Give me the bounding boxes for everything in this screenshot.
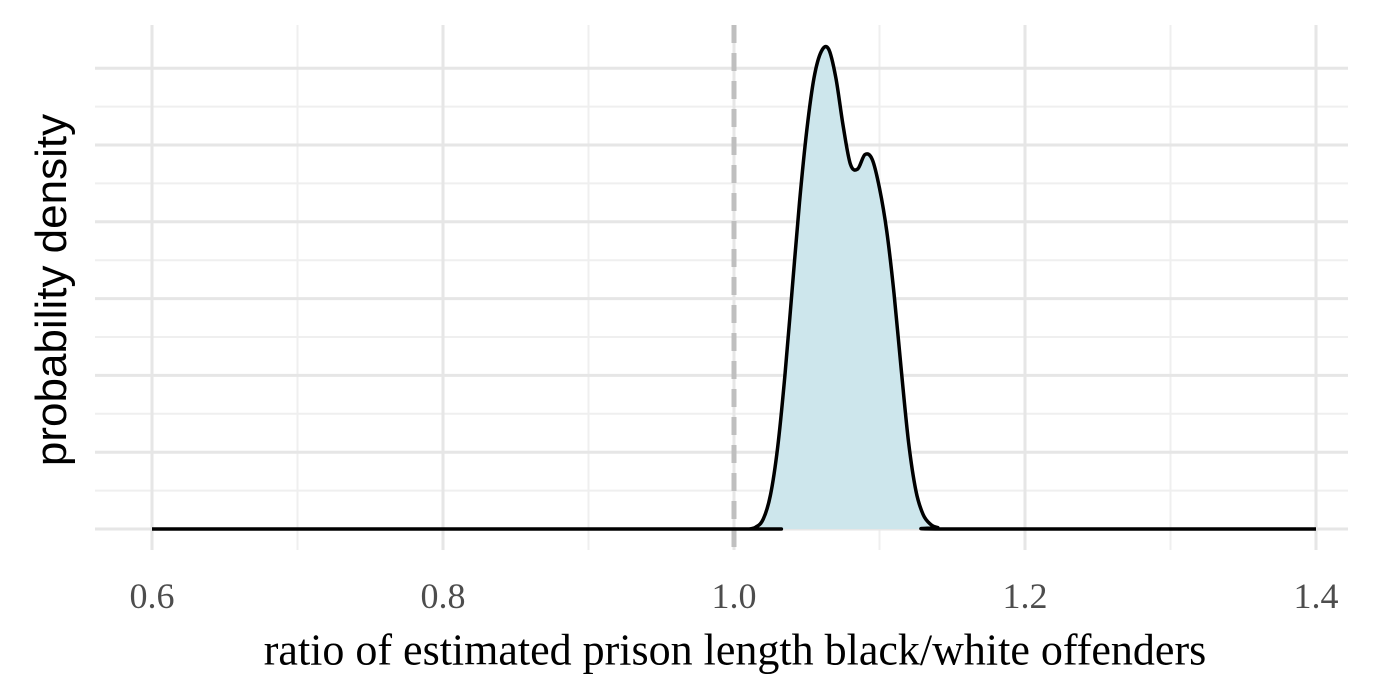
x-tick-label: 0.6 [130,576,175,616]
major-gridlines [95,25,1348,550]
x-tick-label: 1.0 [712,576,757,616]
x-tick-label: 0.8 [421,576,466,616]
x-axis-ticks: 0.6 0.8 1.0 1.2 1.4 [130,576,1339,616]
density-line [152,44,1316,531]
minor-gridlines [95,25,1348,550]
x-axis-label: ratio of estimated prison length black/w… [263,625,1207,675]
x-tick-label: 1.4 [1294,576,1339,616]
y-axis-label: probability density [27,113,76,467]
x-tick-label: 1.2 [1003,576,1048,616]
